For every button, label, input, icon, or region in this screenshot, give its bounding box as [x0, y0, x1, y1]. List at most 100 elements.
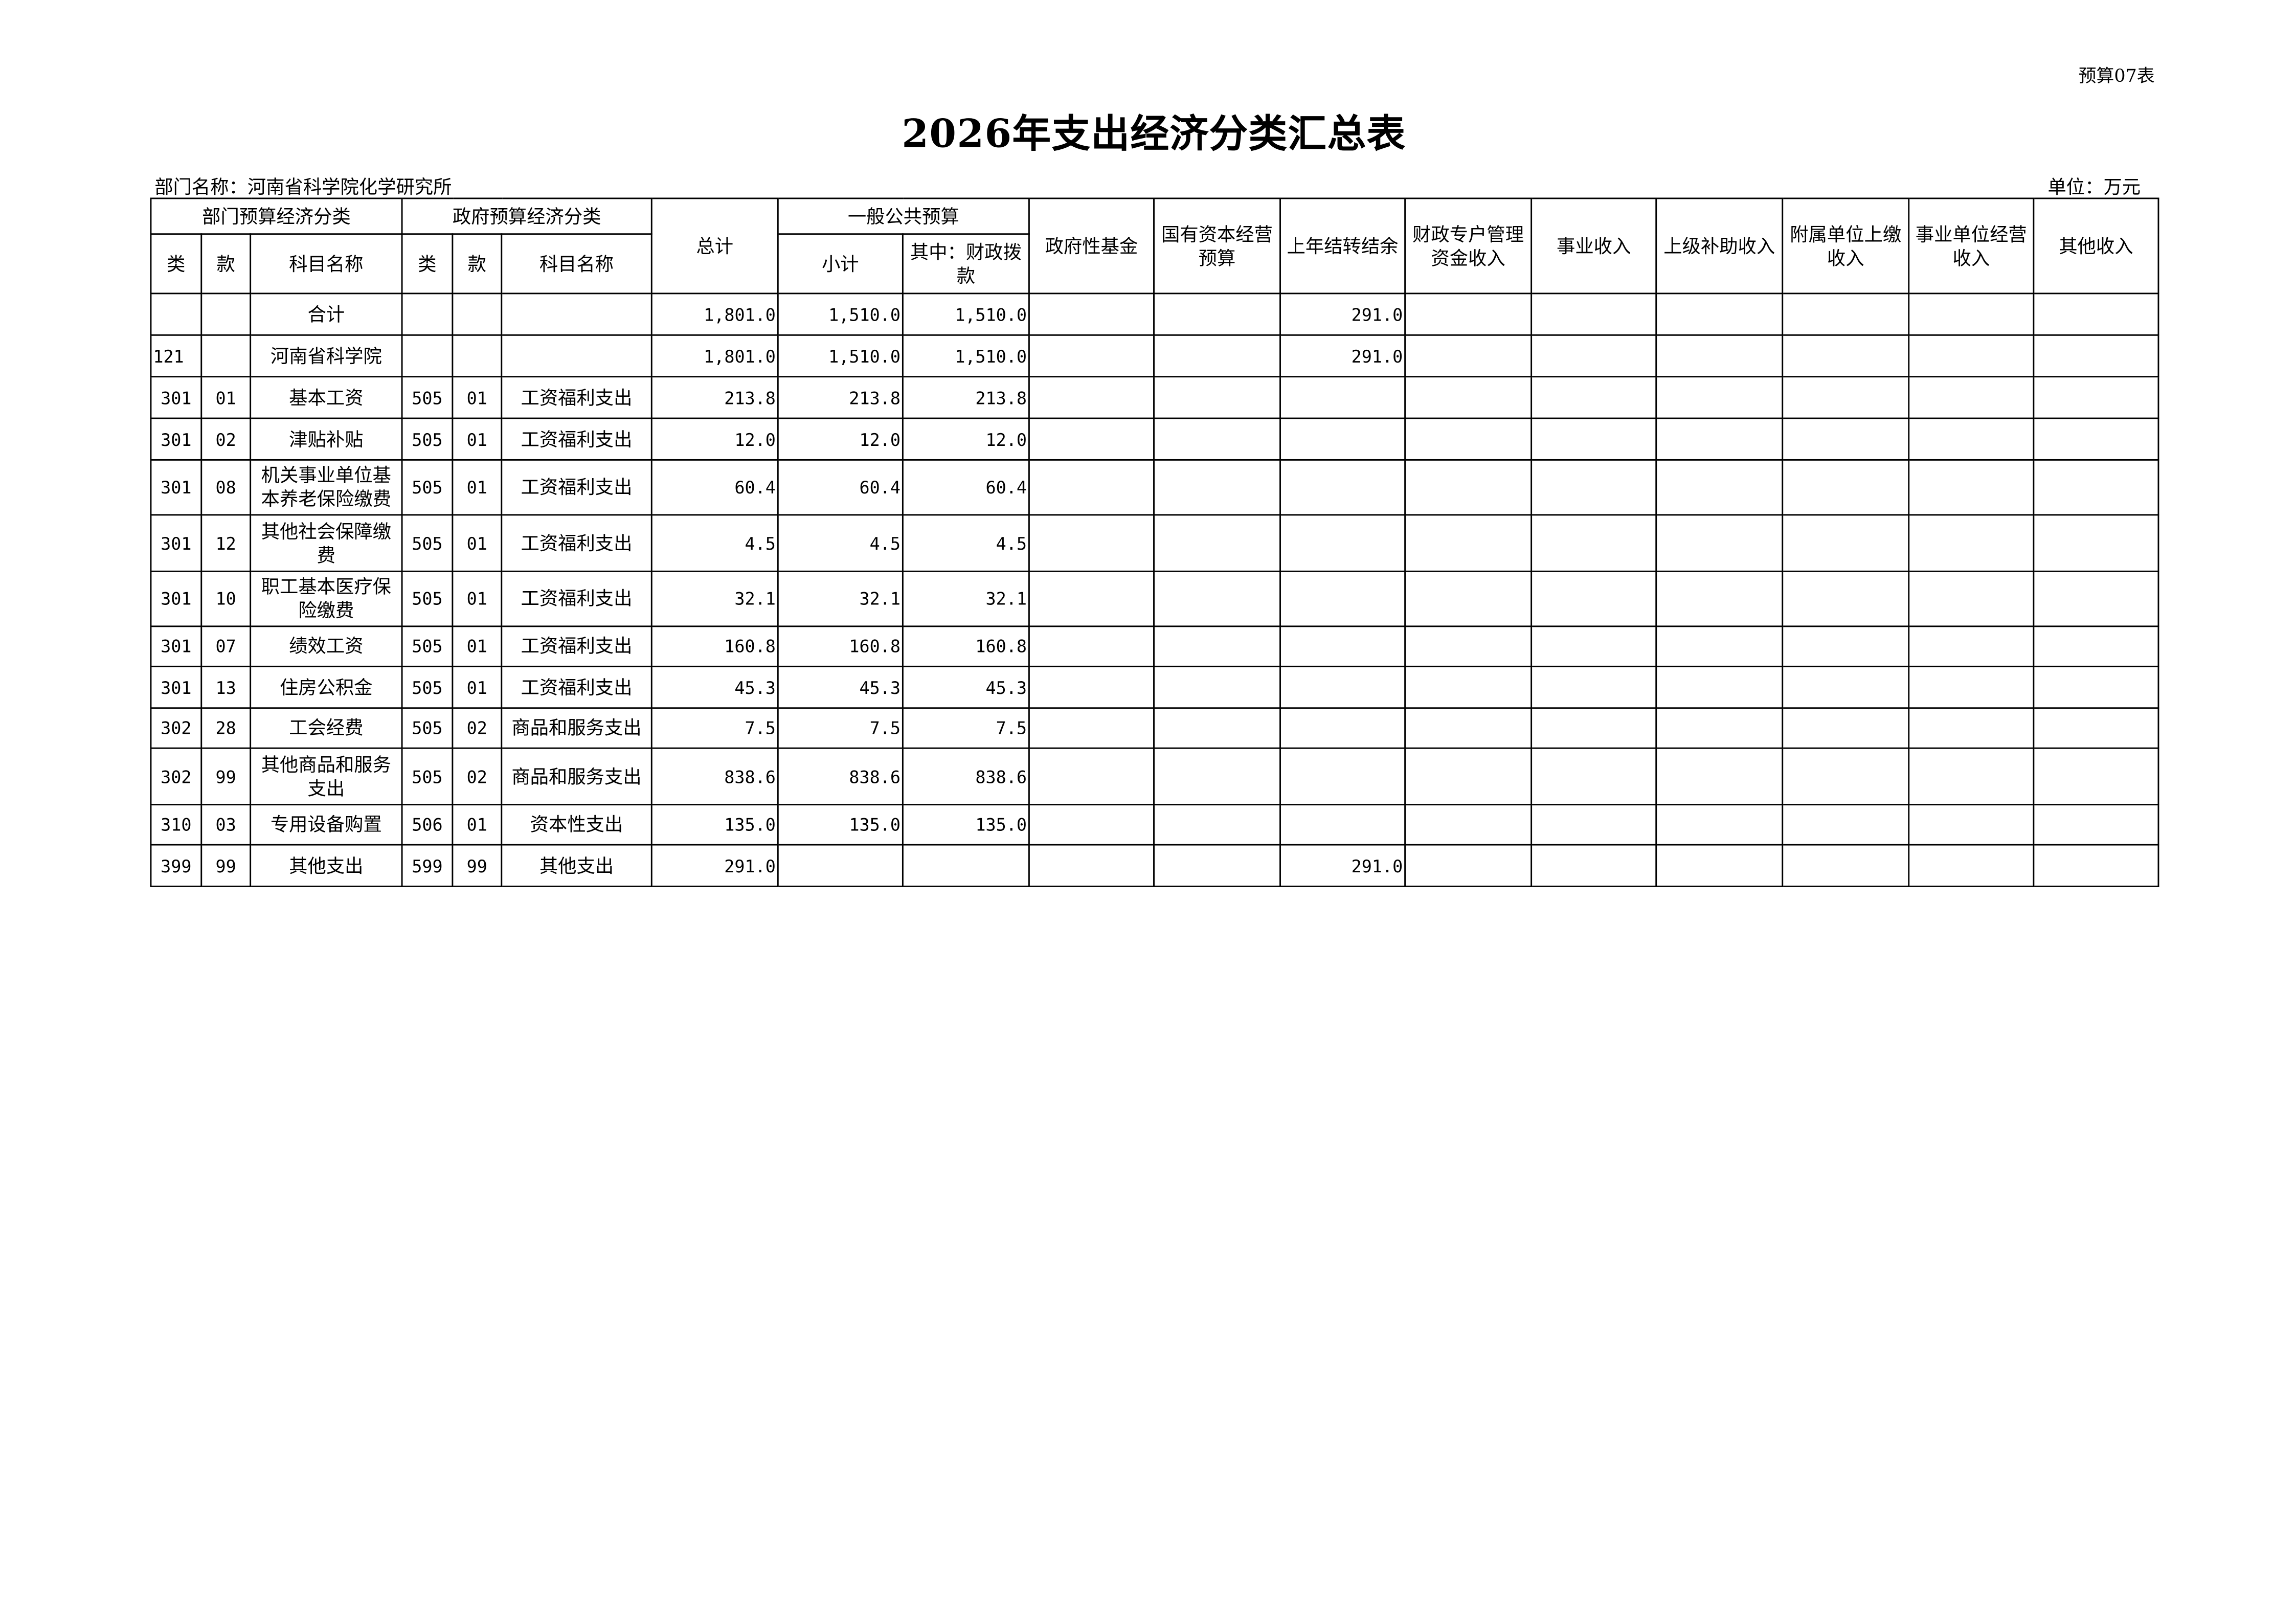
table-cell: [501, 334, 652, 378]
table-cell: 工资福利支出: [501, 376, 652, 419]
table-cell: [1279, 459, 1406, 516]
table-cell: [1153, 376, 1281, 419]
table-cell: [1530, 514, 1657, 572]
table-cell: [1655, 707, 1784, 749]
table-cell: [1530, 376, 1657, 419]
table-cell: [1655, 804, 1784, 846]
table-cell: [1153, 804, 1281, 846]
table-cell: 机关事业单位基本养老保险缴费: [250, 459, 403, 516]
table-cell: 商品和服务支出: [501, 747, 652, 806]
table-cell: [1028, 417, 1155, 461]
header-col: 上级补助收入: [1655, 197, 1784, 295]
table-cell: [2033, 747, 2159, 806]
header-lei: 类: [401, 233, 454, 295]
table-cell: [1782, 417, 1910, 461]
header-kuan: 款: [200, 233, 252, 295]
table-cell: [1655, 570, 1784, 627]
header-col: 国有资本经营预算: [1153, 197, 1281, 295]
table-cell: [1530, 625, 1657, 667]
table-cell: [1028, 844, 1155, 887]
table-cell: [1655, 334, 1784, 378]
table-cell: 工会经费: [250, 707, 403, 749]
table-cell: [1908, 804, 2035, 846]
table-cell: [1530, 707, 1657, 749]
table-cell: [1908, 459, 2035, 516]
table-cell: [1404, 334, 1533, 378]
table-cell: [1404, 804, 1533, 846]
table-cell: 合计: [250, 292, 403, 336]
table-cell: [1908, 747, 2035, 806]
table-cell: 135.0: [650, 804, 779, 846]
table-cell: [1782, 292, 1910, 336]
table-cell: [1908, 625, 2035, 667]
table-cell: 291.0: [1279, 334, 1406, 378]
table-cell: 135.0: [902, 804, 1030, 846]
table-cell: [1404, 844, 1533, 887]
table-cell: 45.3: [902, 665, 1030, 709]
table-cell: 专用设备购置: [250, 804, 403, 846]
table-cell: 津贴补贴: [250, 417, 403, 461]
table-cell: [1782, 459, 1910, 516]
table-cell: 32.1: [650, 570, 779, 627]
table-cell: [1530, 844, 1657, 887]
table-cell: [1404, 570, 1533, 627]
table-cell: 7.5: [650, 707, 779, 749]
table-cell: 505: [401, 417, 454, 461]
table-cell: 60.4: [777, 459, 904, 516]
header-gov-group: 政府预算经济分类: [401, 197, 652, 235]
table-cell: 301: [150, 376, 202, 419]
table-cell: [1782, 514, 1910, 572]
header-general-group: 一般公共预算: [777, 197, 1030, 235]
header-total: 总计: [650, 197, 779, 295]
table-cell: [1908, 707, 2035, 749]
table-cell: [1655, 514, 1784, 572]
table-cell: 505: [401, 376, 454, 419]
table-cell: 160.8: [650, 625, 779, 667]
table-cell: 506: [401, 804, 454, 846]
table-cell: [1279, 376, 1406, 419]
table-cell: [1908, 844, 2035, 887]
table-cell: 01: [200, 376, 252, 419]
table-cell: [2033, 804, 2159, 846]
table-cell: 河南省科学院: [250, 334, 403, 378]
table-cell: [1908, 292, 2035, 336]
table-cell: [1655, 459, 1784, 516]
table-cell: [1279, 804, 1406, 846]
expenditure-table: 部门预算经济分类 政府预算经济分类 总计 一般公共预算 政府性基金 国有资本经营…: [150, 197, 2159, 887]
table-cell: 505: [401, 665, 454, 709]
table-cell: [1404, 707, 1533, 749]
table-cell: 121: [150, 334, 202, 378]
table-cell: [1279, 707, 1406, 749]
header-col: 政府性基金: [1028, 197, 1155, 295]
table-cell: [1530, 334, 1657, 378]
table-cell: [1153, 625, 1281, 667]
header-col: 事业收入: [1530, 197, 1657, 295]
table-cell: 1,510.0: [777, 292, 904, 336]
table-cell: [1153, 844, 1281, 887]
table-cell: 32.1: [902, 570, 1030, 627]
header-lei: 类: [150, 233, 202, 295]
header-kuan: 款: [452, 233, 503, 295]
header-dept-group: 部门预算经济分类: [150, 197, 403, 235]
header-name: 科目名称: [250, 233, 403, 295]
table-cell: [1782, 747, 1910, 806]
table-cell: [1153, 707, 1281, 749]
table-cell: [1028, 514, 1155, 572]
table-row: 301 12 其他社会保障缴费 505 01 工资福利支出 4.5 4.5 4.5: [150, 514, 2159, 572]
table-cell: [1153, 334, 1281, 378]
header-name: 科目名称: [501, 233, 652, 295]
table-cell: [2033, 376, 2159, 419]
table-cell: 301: [150, 665, 202, 709]
table-cell: 住房公积金: [250, 665, 403, 709]
table-cell: [452, 292, 503, 336]
table-cell: 1,801.0: [650, 292, 779, 336]
table-cell: 03: [200, 804, 252, 846]
table-cell: [1404, 292, 1533, 336]
table-cell: 291.0: [650, 844, 779, 887]
table-cell: [1782, 707, 1910, 749]
table-cell: 1,510.0: [902, 292, 1030, 336]
table-cell: 399: [150, 844, 202, 887]
table-cell: 职工基本医疗保险缴费: [250, 570, 403, 627]
table-cell: 1,510.0: [777, 334, 904, 378]
